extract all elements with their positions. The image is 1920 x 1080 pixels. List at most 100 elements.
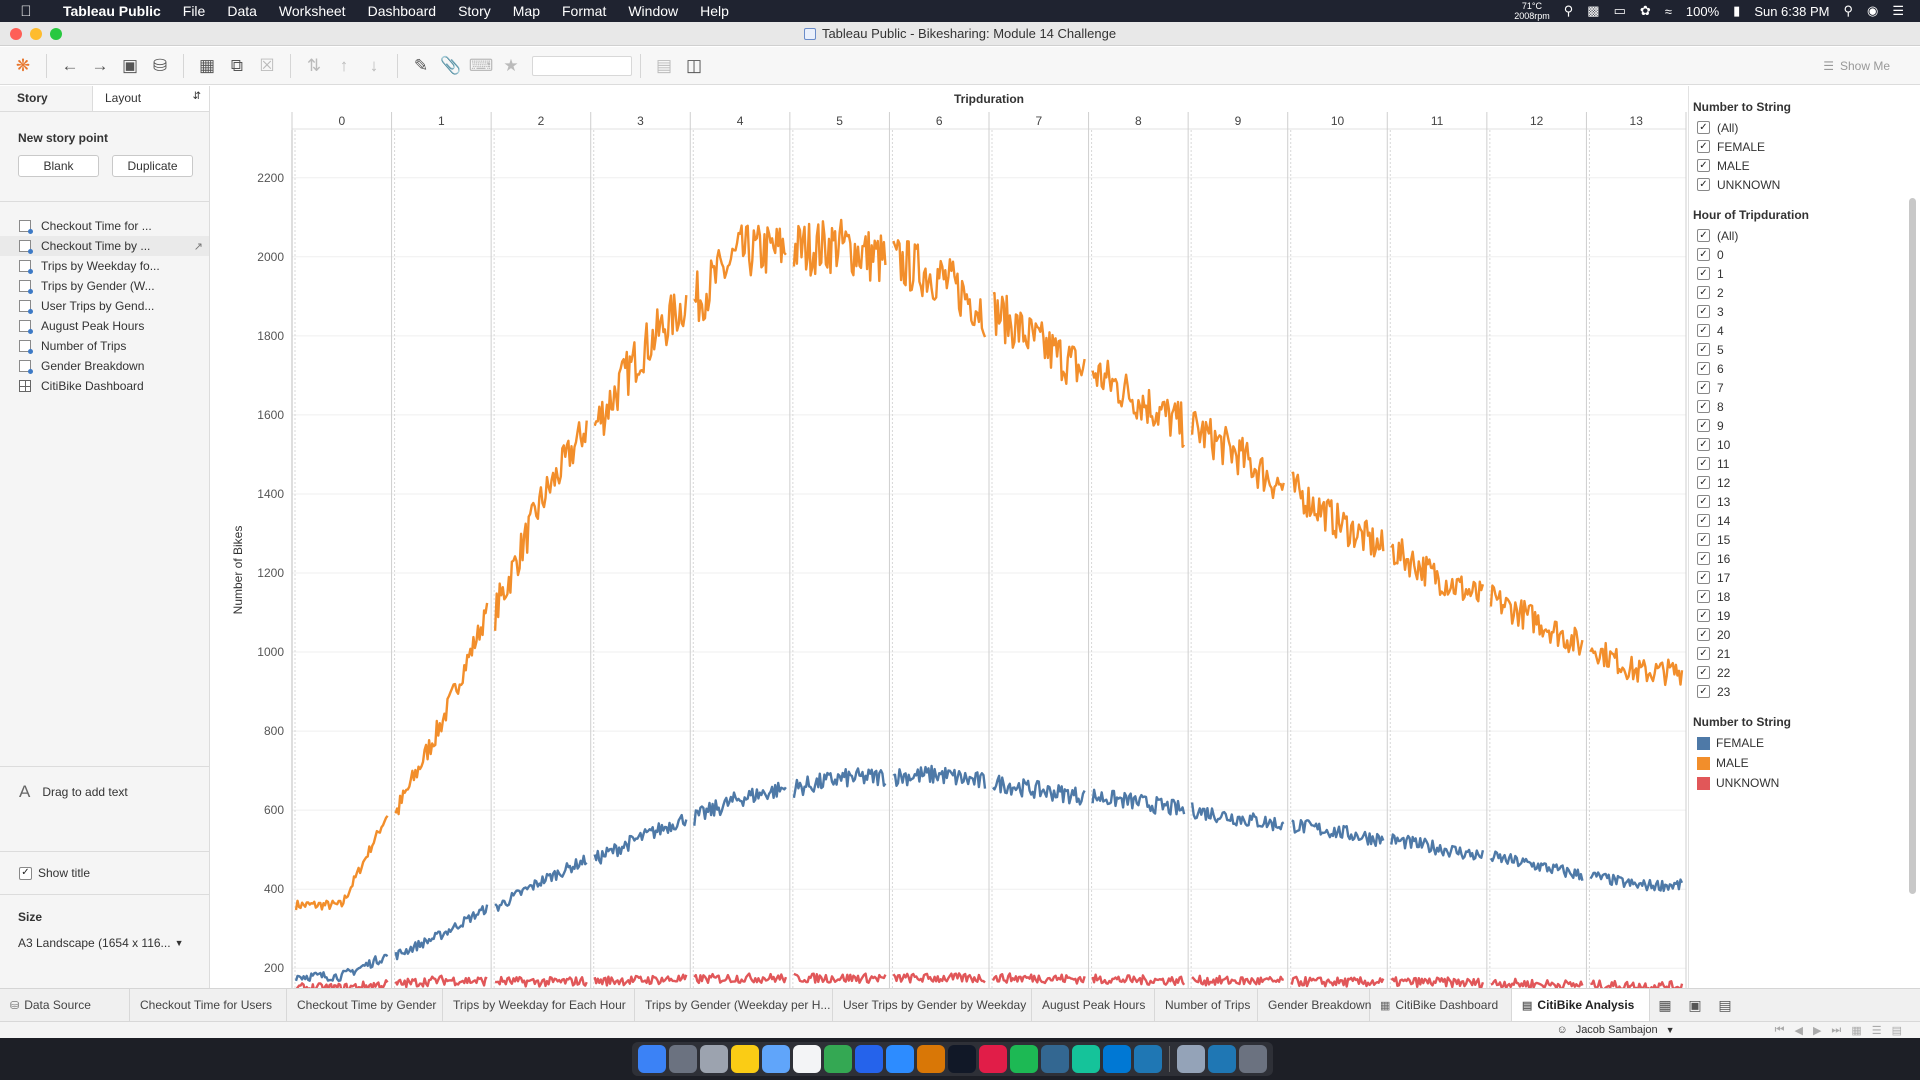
new-worksheet-icon[interactable]: ▦ xyxy=(198,55,216,75)
checkbox-icon[interactable]: ✓ xyxy=(1697,178,1710,191)
hour-filter-option[interactable]: ✓ 13 xyxy=(1689,492,1920,511)
hour-filter-option[interactable]: ✓ 12 xyxy=(1689,473,1920,492)
trash-icon[interactable] xyxy=(1239,1045,1267,1073)
hour-filter-option[interactable]: ✓ 7 xyxy=(1689,378,1920,397)
hour-filter-option[interactable]: ✓ 6 xyxy=(1689,359,1920,378)
hour-filter-option[interactable]: ✓ 19 xyxy=(1689,606,1920,625)
checkbox-icon[interactable]: ✓ xyxy=(1697,457,1710,470)
tab-sheet[interactable]: Checkout Time by Gender xyxy=(287,989,443,1021)
siri-icon[interactable]: ◉ xyxy=(1867,3,1879,18)
gender-filter-option[interactable]: ✓ MALE xyxy=(1689,156,1920,175)
checkbox-icon[interactable]: ✓ xyxy=(1697,438,1710,451)
tab-sheet[interactable]: ▦ CitiBike Dashboard xyxy=(1370,989,1512,1021)
checkbox-icon[interactable]: ✓ xyxy=(1697,628,1710,641)
hour-filter-option[interactable]: ✓ 10 xyxy=(1689,435,1920,454)
checkbox-icon[interactable]: ✓ xyxy=(1697,571,1710,584)
story-tab[interactable]: Story xyxy=(0,86,92,111)
hour-filter-option[interactable]: ✓ 4 xyxy=(1689,321,1920,340)
menu-story[interactable]: Story xyxy=(458,3,491,19)
hour-filter-option[interactable]: ✓ 2 xyxy=(1689,283,1920,302)
hour-filter-option[interactable]: ✓ 23 xyxy=(1689,682,1920,701)
checkbox-icon[interactable]: ✓ xyxy=(1697,419,1710,432)
new-worksheet-tab-icon[interactable]: ▦ xyxy=(1658,996,1672,1013)
checkbox-icon[interactable]: ✓ xyxy=(19,866,32,880)
checkbox-icon[interactable]: ✓ xyxy=(1697,476,1710,489)
tab-sheet[interactable]: Trips by Gender (Weekday per H... xyxy=(635,989,833,1021)
new-story-tab-icon[interactable]: ▤ xyxy=(1718,996,1732,1013)
vscode-icon[interactable] xyxy=(1103,1045,1131,1073)
user-menu[interactable]: ☺ Jacob Sambajon ▼ xyxy=(1556,1024,1674,1036)
sheet-item[interactable]: Checkout Time for ... xyxy=(0,216,209,236)
checkbox-icon[interactable]: ✓ xyxy=(1697,514,1710,527)
last-sheet-icon[interactable]: ⏭ xyxy=(1831,1023,1842,1036)
menu-window[interactable]: Window xyxy=(628,3,679,19)
sort-ascending-icon[interactable]: ↑ xyxy=(339,55,349,75)
sheet-item[interactable]: August Peak Hours xyxy=(0,316,209,336)
checkbox-icon[interactable]: ✓ xyxy=(1697,324,1710,337)
tab-sheet[interactable]: Trips by Weekday for Each Hour xyxy=(443,989,635,1021)
search-icon[interactable]: ⚲ xyxy=(1563,3,1574,18)
tab-sheet[interactable]: Gender Breakdown xyxy=(1258,989,1371,1021)
tab-sheet[interactable]: August Peak Hours xyxy=(1032,989,1155,1021)
swap-rows-columns-icon[interactable]: ⇅ xyxy=(306,55,322,75)
chart-area[interactable]: Tripduration 200 400 600 800 1000 1200 1400 1600… xyxy=(211,86,1687,988)
duplicate-sheet-icon[interactable]: ⧉ xyxy=(230,55,244,75)
hour-filter-option[interactable]: ✓ 9 xyxy=(1689,416,1920,435)
hour-filter-option[interactable]: ✓ 5 xyxy=(1689,340,1920,359)
fit-dropdown[interactable] xyxy=(532,55,632,76)
drag-to-add-text[interactable]: A Drag to add text xyxy=(0,766,209,802)
clock[interactable]: Sun 6:38 PM xyxy=(1754,3,1830,19)
bluetooth-icon[interactable]: ✿ xyxy=(1639,3,1651,18)
size-dropdown[interactable]: A3 Landscape (1654 x 116... ▼ xyxy=(18,936,209,950)
postgres-icon[interactable] xyxy=(1041,1045,1069,1073)
checkbox-icon[interactable]: ✓ xyxy=(1697,400,1710,413)
notes-icon[interactable] xyxy=(731,1045,759,1073)
checkbox-icon[interactable]: ✓ xyxy=(1697,666,1710,679)
sheet-item[interactable]: Checkout Time by ... ↗ xyxy=(0,236,209,256)
checkbox-icon[interactable]: ✓ xyxy=(1697,229,1710,242)
sheet-item[interactable]: Trips by Gender (W... xyxy=(0,276,209,296)
duplicate-button[interactable]: Duplicate xyxy=(112,155,193,177)
show-me-button[interactable]: ☰ Show Me xyxy=(1823,59,1890,73)
preview-icon[interactable] xyxy=(762,1045,790,1073)
prev-sheet-icon[interactable]: ◀ xyxy=(1794,1024,1803,1037)
blank-button[interactable]: Blank xyxy=(18,155,99,177)
hour-filter-option[interactable]: ✓ 21 xyxy=(1689,644,1920,663)
battery-status[interactable]: 100% xyxy=(1685,3,1720,19)
checkbox-icon[interactable]: ✓ xyxy=(1697,381,1710,394)
hour-filter-option[interactable]: ✓ 14 xyxy=(1689,511,1920,530)
hour-filter-option[interactable]: ✓ 1 xyxy=(1689,264,1920,283)
tab-sheet[interactable]: User Trips by Gender by Weekday xyxy=(833,989,1032,1021)
tableau-logo-icon[interactable]: ❋ xyxy=(15,55,31,75)
clear-sheet-icon[interactable]: ☒ xyxy=(259,55,275,75)
show-mark-labels-icon[interactable]: ⌨ xyxy=(468,55,494,75)
checkbox-icon[interactable]: ✓ xyxy=(1697,159,1710,172)
hour-filter-option[interactable]: ✓ (All) xyxy=(1689,226,1920,245)
terminal-icon[interactable] xyxy=(948,1045,976,1073)
scrollbar[interactable] xyxy=(1909,198,1916,894)
apple-icon[interactable]:  xyxy=(0,3,52,20)
app-menu[interactable]: Tableau Public xyxy=(63,3,161,19)
control-center-icon[interactable]: ☰ xyxy=(1892,3,1904,18)
menu-help[interactable]: Help xyxy=(700,3,729,19)
close-window-button[interactable] xyxy=(10,28,22,40)
sheet-item[interactable]: CitiBike Dashboard xyxy=(0,376,209,396)
menu-file[interactable]: File xyxy=(182,3,206,19)
checkbox-icon[interactable]: ✓ xyxy=(1697,647,1710,660)
new-data-source-icon[interactable]: ⛁ xyxy=(152,55,168,75)
redo-icon[interactable]: → xyxy=(91,55,109,75)
hour-filter-option[interactable]: ✓ 18 xyxy=(1689,587,1920,606)
checkbox-icon[interactable]: ✓ xyxy=(1697,590,1710,603)
checkbox-icon[interactable]: ✓ xyxy=(1697,248,1710,261)
checkbox-icon[interactable]: ✓ xyxy=(1697,609,1710,622)
checkbox-icon[interactable]: ✓ xyxy=(1697,140,1710,153)
hour-filter-option[interactable]: ✓ 16 xyxy=(1689,549,1920,568)
checkbox-icon[interactable]: ✓ xyxy=(1697,362,1710,375)
zoom-window-button[interactable] xyxy=(50,28,62,40)
open-sheet-icon[interactable]: ↗ xyxy=(193,241,203,253)
hour-filter-option[interactable]: ✓ 3 xyxy=(1689,302,1920,321)
line-chart[interactable]: Tripduration 200 400 600 800 1000 1200 1400 1600… xyxy=(211,86,1687,988)
list-view-icon[interactable]: ☰ xyxy=(1871,1024,1882,1037)
menu-data[interactable]: Data xyxy=(227,3,257,19)
tab-sheet[interactable]: Checkout Time for Users xyxy=(130,989,287,1021)
